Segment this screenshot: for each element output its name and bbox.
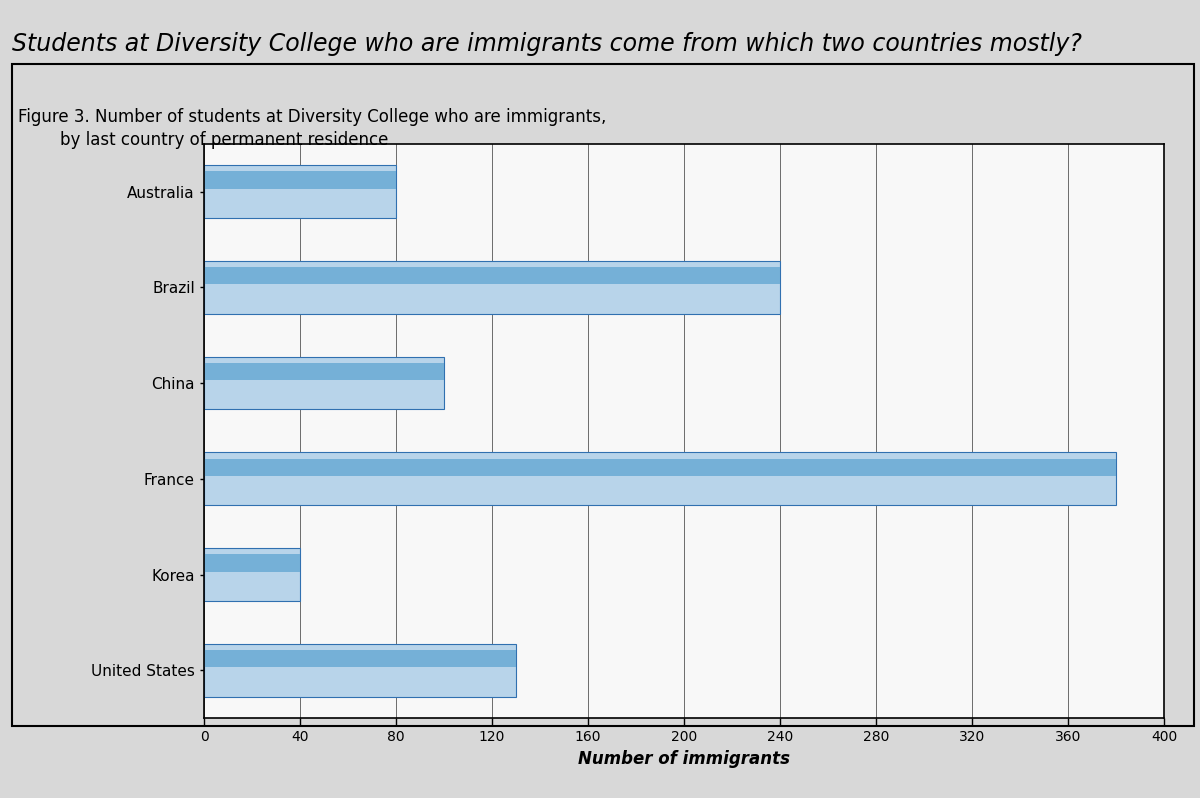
- Text: Students at Diversity College who are immigrants come from which two countries m: Students at Diversity College who are im…: [12, 32, 1082, 56]
- Bar: [204, 459, 1116, 476]
- Bar: [204, 357, 444, 409]
- Bar: [204, 261, 780, 314]
- Bar: [204, 452, 1116, 505]
- Text: Figure 3. Number of students at Diversity College who are immigrants,
        by: Figure 3. Number of students at Diversit…: [18, 108, 606, 149]
- X-axis label: Number of immigrants: Number of immigrants: [578, 749, 790, 768]
- Bar: [204, 267, 780, 284]
- Bar: [204, 548, 300, 601]
- Bar: [204, 644, 516, 697]
- Bar: [204, 363, 444, 380]
- Bar: [204, 172, 396, 188]
- Bar: [204, 650, 516, 667]
- Bar: [204, 555, 300, 571]
- Bar: [204, 165, 396, 218]
